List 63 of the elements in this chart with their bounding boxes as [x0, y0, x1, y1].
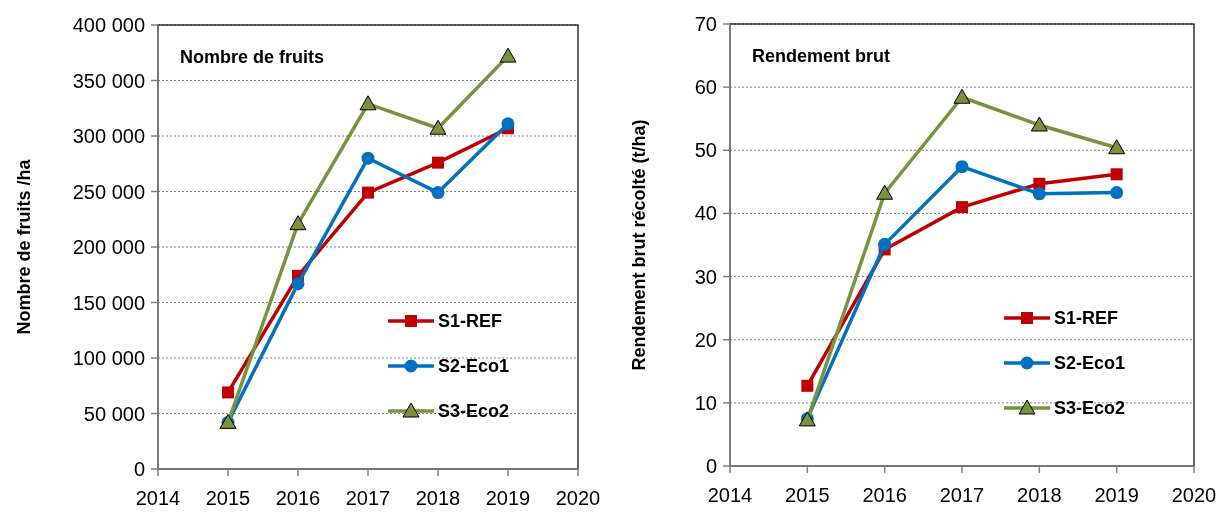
point [878, 237, 892, 251]
y-tick-label: 50 [694, 139, 717, 162]
y-tick-label: 0 [705, 455, 717, 477]
legend-label: S2-Eco1 [1054, 353, 1126, 374]
point [289, 215, 307, 231]
x-tick-label: 2015 [205, 487, 251, 509]
x-tick-label: 2014 [135, 487, 181, 509]
y-tick-label: 200 000 [72, 236, 145, 258]
x-tick-label: 2020 [1171, 484, 1217, 506]
point [222, 386, 234, 399]
point [432, 156, 444, 169]
point [1032, 187, 1046, 201]
legend-label: S1-REF [1054, 308, 1119, 329]
y-tick-label: 20 [694, 328, 717, 351]
y-tick-label: 300 000 [72, 125, 145, 147]
x-tick-label: 2016 [275, 487, 321, 509]
legend-label: S2-Eco1 [438, 356, 510, 377]
point [1108, 139, 1126, 155]
x-tick-label: 2017 [345, 487, 391, 509]
y-tick-label: 150 000 [72, 291, 145, 314]
point [359, 95, 377, 111]
y-tick-label: 250 000 [72, 180, 145, 203]
point [876, 184, 894, 200]
point [953, 88, 971, 104]
legend-label: S3-Eco2 [1054, 398, 1126, 419]
point [361, 151, 375, 165]
point [431, 186, 445, 200]
point [1030, 116, 1048, 132]
y-tick-label: 60 [694, 76, 717, 99]
legend-label: S3-Eco2 [438, 401, 510, 422]
point [362, 186, 374, 199]
y-axis-title: Rendement brut récolté (t/ha) [629, 119, 649, 371]
point [1110, 168, 1123, 181]
point [501, 117, 515, 131]
y-tick-label: 400 000 [72, 14, 145, 36]
point [429, 119, 447, 135]
x-tick-label: 2020 [555, 487, 601, 509]
y-tick-label: 50 000 [83, 402, 145, 425]
y-tick-label: 30 [694, 265, 717, 288]
text: Rendement brut [752, 46, 891, 66]
y-tick-label: 0 [133, 458, 145, 480]
x-tick-label: 2019 [485, 487, 531, 509]
x-tick-label: 2014 [707, 484, 753, 506]
legend-label: S1-REF [438, 311, 503, 332]
y-axis-title: Nombre de fruits /ha [14, 158, 34, 335]
y-tick-label: 350 000 [72, 69, 145, 92]
x-tick-label: 2018 [1017, 484, 1062, 506]
point [499, 47, 517, 63]
point [955, 160, 969, 174]
x-tick-label: 2015 [785, 484, 830, 506]
x-tick-label: 2019 [1094, 484, 1139, 506]
point [1110, 186, 1124, 200]
point [291, 277, 305, 291]
y-tick-label: 100 000 [72, 347, 145, 369]
point [956, 201, 968, 214]
y-tick-label: 40 [694, 202, 717, 225]
x-tick-label: 2017 [939, 484, 985, 506]
y-tick-label: 10 [694, 391, 717, 414]
x-tick-label: 2018 [415, 487, 461, 509]
text: Nombre de fruits [180, 47, 325, 67]
point [801, 379, 814, 392]
x-tick-label: 2016 [862, 484, 907, 506]
y-tick-label: 70 [694, 13, 717, 35]
